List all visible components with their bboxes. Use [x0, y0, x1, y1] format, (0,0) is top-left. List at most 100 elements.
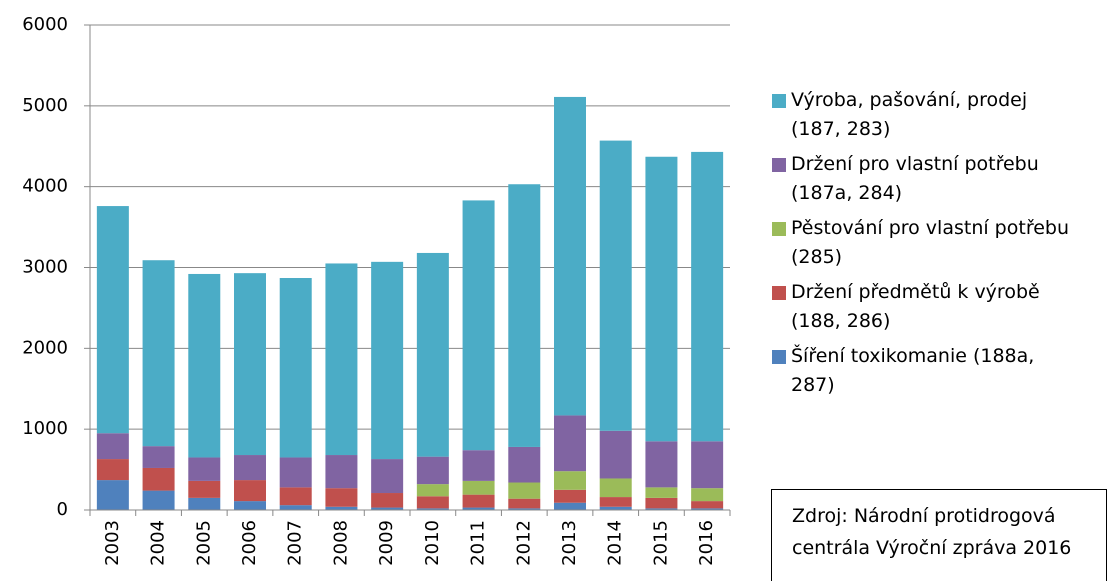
- y-tick-label: 2000: [22, 337, 68, 358]
- bar-segment: [188, 480, 221, 498]
- legend-label: Šíření toxikomanie (188a, 287): [791, 345, 1035, 396]
- bar-segment: [645, 156, 678, 442]
- bar-segment: [599, 497, 632, 507]
- bar-segment: [234, 501, 266, 510]
- legend-label: Pěstování pro vlastní potřebu (285): [791, 217, 1070, 268]
- x-tick-label: 2004: [148, 520, 169, 566]
- legend-item: Držení pro vlastní potřebu (187a, 284): [772, 150, 1112, 208]
- x-tick-label: 2013: [559, 520, 580, 566]
- bar-segment: [645, 487, 678, 498]
- bar-segment: [371, 261, 404, 460]
- legend-label: Držení pro vlastní potřebu (187a, 284): [791, 153, 1039, 204]
- bar-segment: [416, 456, 449, 485]
- bar-segment: [554, 415, 586, 472]
- legend-item: Držení předmětů k výrobě (188, 286): [772, 278, 1112, 336]
- bar-segment: [325, 488, 358, 507]
- x-tick-label: 2003: [102, 520, 123, 566]
- bar-segment: [508, 498, 541, 509]
- y-tick-label: 5000: [22, 95, 68, 116]
- bar-segment: [325, 455, 358, 489]
- bar-segment: [234, 273, 266, 456]
- bar-segment: [416, 508, 449, 510]
- x-tick-label: 2011: [468, 520, 489, 566]
- legend-label: Držení předmětů k výrobě (188, 286): [791, 281, 1040, 332]
- x-tick-label: 2012: [513, 520, 534, 566]
- bar-segment: [416, 252, 449, 457]
- bar-segment: [371, 459, 404, 494]
- x-tick-label: 2006: [239, 520, 260, 566]
- y-tick-label: 3000: [22, 257, 68, 278]
- bar-segment: [599, 506, 632, 510]
- bar-segment: [691, 441, 724, 489]
- legend-swatch: [772, 286, 786, 300]
- bar-segment: [554, 471, 586, 490]
- bar-segment: [234, 455, 266, 481]
- y-tick-label: 6000: [22, 14, 68, 35]
- bar-segment: [188, 497, 221, 510]
- bar-segment: [554, 502, 586, 510]
- legend-item: Výroba, pašování, prodej (187, 283): [772, 86, 1112, 144]
- bar-segment: [462, 494, 495, 508]
- bar-segment: [279, 457, 312, 488]
- bar-segment: [279, 487, 312, 506]
- bar-segment: [645, 508, 678, 510]
- legend: Výroba, pašování, prodej (187, 283) Držen…: [772, 86, 1112, 406]
- bar-segment: [691, 501, 724, 509]
- bar-segment: [371, 493, 404, 508]
- x-tick-label: 2005: [193, 520, 214, 566]
- bar-segment: [554, 489, 586, 503]
- bar-segment: [325, 506, 358, 510]
- legend-swatch: [772, 350, 786, 364]
- source-note: Zdroj: Národní protidrogová centrála Výr…: [771, 489, 1107, 581]
- bar-segment: [416, 496, 449, 509]
- bar-segment: [691, 151, 724, 442]
- bar-segment: [96, 206, 129, 434]
- x-tick-label: 2007: [285, 520, 306, 566]
- x-tick-label: 2010: [422, 520, 443, 566]
- bar-segment: [599, 478, 632, 498]
- bar-segment: [142, 467, 175, 491]
- bar-segment: [96, 433, 129, 460]
- bar-segment: [691, 508, 724, 510]
- bar-segment: [462, 507, 495, 510]
- legend-item: Šíření toxikomanie (188a, 287): [772, 342, 1112, 400]
- bar-segment: [508, 446, 541, 483]
- bar-segment: [599, 430, 632, 479]
- x-tick-label: 2008: [330, 520, 351, 566]
- bar-segment: [96, 480, 129, 510]
- bar-segment: [554, 96, 586, 416]
- bar-segment: [462, 480, 495, 495]
- bar-segment: [188, 273, 221, 458]
- bar-segment: [599, 140, 632, 431]
- bar-segment: [508, 508, 541, 510]
- bar-segment: [645, 497, 678, 509]
- y-tick-label: 1000: [22, 418, 68, 439]
- legend-swatch: [772, 158, 786, 172]
- legend-swatch: [772, 222, 786, 236]
- y-tick-label: 4000: [22, 176, 68, 197]
- chart: 0 1000 2000 3000 4000 5000 6000 2003 2004 2005 200…: [22, 14, 731, 566]
- bar-segment: [508, 482, 541, 499]
- bar-segment: [508, 184, 541, 447]
- bar-segment: [416, 484, 449, 497]
- bar-segment: [142, 490, 175, 510]
- x-tick-label: 2014: [605, 520, 626, 566]
- bar-segment: [279, 505, 312, 510]
- bar-segment: [691, 488, 724, 502]
- bar-segment: [325, 263, 358, 456]
- y-tick-label: 0: [57, 499, 68, 520]
- legend-item: Pěstování pro vlastní potřebu (285): [772, 214, 1112, 272]
- x-tick-label: 2015: [650, 520, 671, 566]
- legend-label: Výroba, pašování, prodej (187, 283): [791, 89, 1028, 140]
- bar-segment: [142, 446, 175, 468]
- bar-segment: [462, 450, 495, 481]
- bar-segment: [371, 507, 404, 510]
- legend-swatch: [772, 94, 786, 108]
- bar-segment: [279, 278, 312, 458]
- bar-segment: [234, 480, 266, 502]
- x-tick-label: 2016: [696, 520, 717, 566]
- x-tick-label: 2009: [376, 520, 397, 566]
- bar-segment: [142, 260, 175, 447]
- bar-segment: [462, 200, 495, 451]
